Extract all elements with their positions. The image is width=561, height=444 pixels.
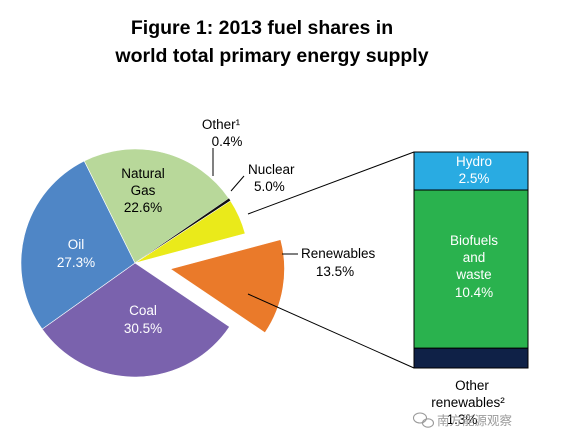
leader-line-nuclear <box>230 175 245 192</box>
wechat-icon <box>412 412 435 428</box>
renewables-stacked-bar <box>413 151 529 369</box>
label-coal-value: 30.5% <box>124 321 162 336</box>
pie-slice-renewables <box>169 239 285 334</box>
label-gas-line2: Gas <box>131 183 156 198</box>
pie-slice-nuclear <box>134 200 246 264</box>
label-nuclear-value: 5.0% <box>254 179 285 194</box>
expansion-line-top <box>247 151 415 215</box>
label-other-renewables-line2: renewables² <box>431 395 505 410</box>
label-biofuels-line3: waste <box>455 267 491 282</box>
pie-slice-natural-gas <box>83 148 230 264</box>
pie-slice-oil <box>20 160 136 330</box>
pie-slice-other <box>135 198 231 263</box>
label-gas-value: 22.6% <box>124 200 162 215</box>
bar-segment-biofuels <box>413 189 529 349</box>
bar-segment-other-renewables <box>413 347 529 369</box>
label-other-renewables-value: 1.3% <box>447 412 478 427</box>
label-hydro-value: 2.5% <box>459 171 490 186</box>
label-biofuels-value: 10.4% <box>455 285 493 300</box>
watermark: 南方能源观察 <box>412 412 513 428</box>
expansion-line-bottom <box>247 293 415 369</box>
chart-title-line1: Figure 1: 2013 fuel shares in <box>131 17 393 39</box>
label-renewables-name: Renewables <box>301 246 376 261</box>
label-coal-name: Coal <box>129 303 157 318</box>
label-oil-name: Oil <box>68 237 85 252</box>
label-other-value: 0.4% <box>212 134 243 149</box>
pie-chart <box>20 148 285 378</box>
pie-slice-coal <box>41 262 230 378</box>
label-oil-value: 27.3% <box>57 255 95 270</box>
label-gas-line1: Natural <box>121 166 165 181</box>
label-biofuels-line1: Biofuels <box>450 233 498 248</box>
label-renewables-value: 13.5% <box>316 264 354 279</box>
label-nuclear-name: Nuclear <box>248 162 295 177</box>
chart-title-line2: world total primary energy supply <box>114 45 428 67</box>
label-other-renewables-line1: Other <box>455 378 489 393</box>
watermark-text: 南方能源观察 <box>437 413 513 428</box>
label-other-name: Other¹ <box>202 117 241 132</box>
label-biofuels-line2: and <box>463 250 486 265</box>
label-hydro-name: Hydro <box>456 154 492 169</box>
